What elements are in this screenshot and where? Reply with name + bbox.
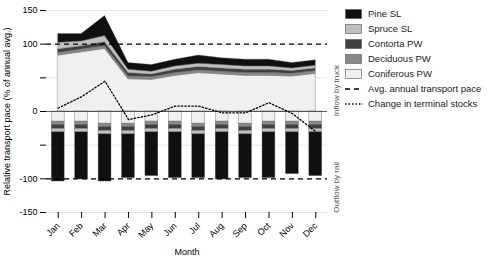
svg-text:May: May <box>136 220 155 239</box>
svg-text:Dec: Dec <box>301 220 320 239</box>
svg-text:Apr: Apr <box>115 221 132 238</box>
html-text:Avg. annual transport pace: Avg. annual transport pace <box>368 83 482 94</box>
svg-text:100: 100 <box>22 39 37 49</box>
svg-text:Jun: Jun <box>161 221 178 238</box>
svg-text:Aug: Aug <box>207 221 225 239</box>
svg-text:Mar: Mar <box>90 221 108 239</box>
svg-text:Relative transport pace (% of: Relative transport pace (% of annual avg… <box>2 27 12 195</box>
html-text:Deciduous PW: Deciduous PW <box>368 53 431 64</box>
svg-text:150: 150 <box>22 5 37 15</box>
svg-text:Nov: Nov <box>277 220 296 239</box>
svg-text:-100: -100 <box>19 174 37 184</box>
svg-text:Sep: Sep <box>231 221 249 239</box>
svg-text:Jul: Jul <box>187 221 202 236</box>
svg-text:Oct: Oct <box>255 220 272 237</box>
html-text:Coniferous PW: Coniferous PW <box>368 68 432 79</box>
svg-text:0: 0 <box>32 106 37 116</box>
html-text:Contorta PW: Contorta PW <box>368 38 423 49</box>
html-text:Change in terminal stocks: Change in terminal stocks <box>368 98 478 109</box>
svg-text:Jan: Jan <box>44 221 61 238</box>
svg-text:Outflow by rail: Outflow by rail <box>332 162 341 213</box>
svg-text:Feb: Feb <box>67 221 85 239</box>
html-text:Spruce SL: Spruce SL <box>368 23 413 34</box>
svg-text:Inflow by truck: Inflow by truck <box>332 64 341 116</box>
svg-text:-150: -150 <box>19 207 37 217</box>
html-text:Pine SL: Pine SL <box>368 8 402 19</box>
svg-text:Month: Month <box>174 247 199 257</box>
